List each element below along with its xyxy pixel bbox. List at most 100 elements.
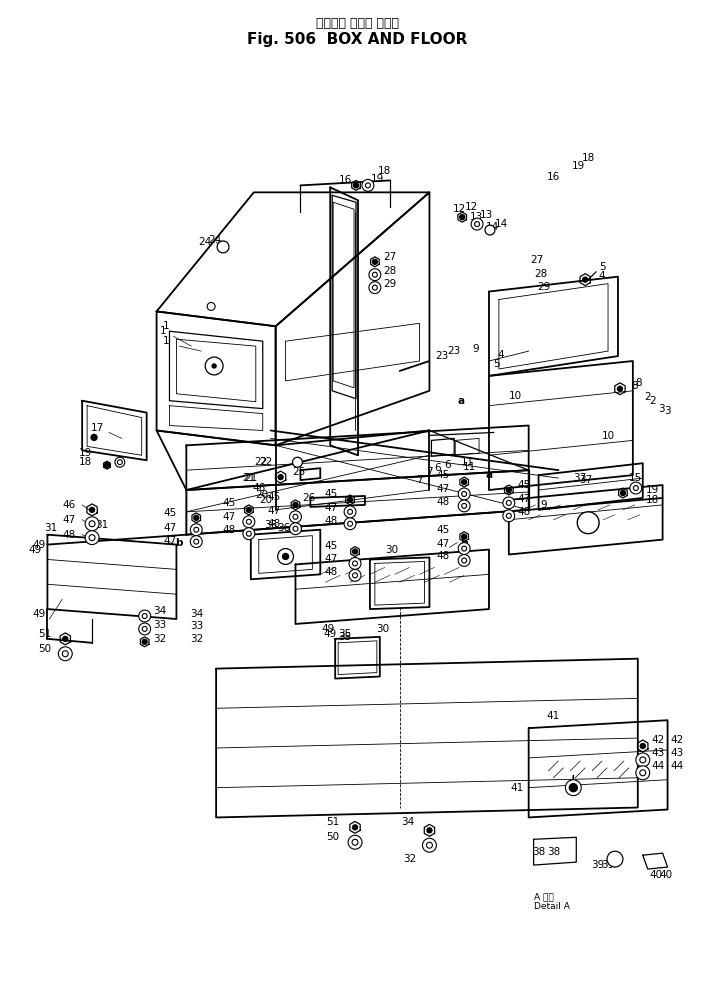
Text: 49: 49 [324, 629, 337, 639]
Text: 15: 15 [629, 473, 643, 483]
Circle shape [577, 512, 599, 534]
Text: 48: 48 [325, 516, 338, 526]
Circle shape [349, 557, 361, 569]
Text: 37: 37 [580, 475, 593, 485]
Text: 29: 29 [383, 278, 396, 289]
Circle shape [641, 743, 645, 748]
Circle shape [633, 486, 638, 491]
Circle shape [640, 757, 646, 763]
Circle shape [190, 524, 202, 536]
Text: 1: 1 [160, 326, 167, 336]
Circle shape [569, 783, 577, 791]
Circle shape [352, 573, 358, 578]
Circle shape [194, 515, 199, 520]
Circle shape [426, 842, 433, 848]
Circle shape [349, 569, 361, 581]
Text: 13: 13 [479, 210, 493, 220]
Circle shape [139, 623, 151, 635]
Text: ボックス および フロア: ボックス および フロア [315, 17, 398, 30]
Circle shape [427, 828, 432, 833]
Text: 30: 30 [376, 624, 390, 634]
Text: 1: 1 [163, 321, 169, 331]
Text: 34: 34 [190, 609, 203, 619]
Text: 43: 43 [651, 748, 664, 758]
Text: 47: 47 [436, 539, 449, 549]
Text: 47: 47 [163, 523, 177, 533]
Circle shape [607, 851, 623, 867]
Circle shape [365, 183, 370, 188]
Circle shape [89, 507, 94, 512]
Text: 26: 26 [302, 492, 315, 503]
Circle shape [243, 516, 255, 528]
Text: 19: 19 [371, 174, 385, 185]
Circle shape [85, 531, 99, 545]
Circle shape [292, 457, 302, 467]
Text: 36: 36 [277, 523, 290, 533]
Text: A 拡大: A 拡大 [533, 893, 553, 901]
Circle shape [462, 503, 467, 508]
Circle shape [344, 506, 356, 518]
Text: 22: 22 [255, 457, 267, 467]
Text: 45: 45 [163, 508, 177, 518]
Text: 48: 48 [62, 530, 75, 540]
Text: 41: 41 [547, 712, 560, 722]
Circle shape [352, 561, 358, 566]
Circle shape [89, 535, 95, 541]
Circle shape [194, 539, 199, 544]
Text: 45: 45 [325, 489, 338, 499]
Circle shape [91, 434, 97, 440]
Circle shape [347, 521, 352, 526]
Text: 33: 33 [190, 621, 203, 631]
Text: 32: 32 [190, 634, 203, 644]
Text: 2: 2 [649, 396, 656, 406]
Text: 50: 50 [327, 833, 340, 842]
Text: 48: 48 [267, 519, 280, 529]
Circle shape [139, 610, 151, 622]
Text: 31: 31 [44, 523, 57, 533]
Text: 39: 39 [601, 860, 615, 870]
Circle shape [282, 553, 289, 559]
Text: 47: 47 [325, 503, 338, 513]
Circle shape [344, 518, 356, 530]
Circle shape [59, 647, 72, 661]
Circle shape [462, 480, 467, 485]
Text: 2: 2 [644, 392, 651, 402]
Text: 45: 45 [222, 498, 236, 508]
Circle shape [621, 491, 626, 495]
Text: 49: 49 [33, 609, 46, 619]
Text: 45: 45 [267, 492, 280, 502]
Text: 21: 21 [245, 473, 257, 483]
Circle shape [471, 218, 483, 230]
Text: 18: 18 [378, 165, 391, 176]
Circle shape [506, 513, 511, 518]
Text: 29: 29 [537, 281, 550, 292]
Text: 7: 7 [416, 475, 423, 485]
Text: 48: 48 [436, 551, 449, 561]
Circle shape [423, 838, 436, 852]
Circle shape [247, 519, 252, 524]
Text: 38: 38 [547, 847, 560, 857]
Text: 8: 8 [636, 377, 642, 388]
Text: 24: 24 [199, 237, 212, 247]
Circle shape [458, 500, 470, 512]
Text: 40: 40 [649, 870, 662, 880]
Circle shape [117, 460, 122, 465]
Text: 22: 22 [259, 457, 272, 467]
Text: 47: 47 [163, 536, 177, 546]
Circle shape [506, 500, 511, 505]
Circle shape [352, 839, 358, 845]
Text: b: b [460, 538, 468, 548]
Circle shape [485, 225, 495, 235]
Circle shape [369, 268, 381, 281]
Text: 9: 9 [473, 344, 479, 354]
Text: 35: 35 [338, 632, 352, 642]
Text: 41: 41 [511, 782, 523, 792]
Text: 43: 43 [671, 748, 684, 758]
Circle shape [347, 497, 352, 502]
Circle shape [290, 511, 302, 523]
Text: 34: 34 [401, 818, 414, 828]
Text: 18: 18 [581, 152, 595, 162]
Text: 8: 8 [631, 380, 638, 391]
Text: 11: 11 [463, 462, 475, 472]
Circle shape [293, 502, 298, 507]
